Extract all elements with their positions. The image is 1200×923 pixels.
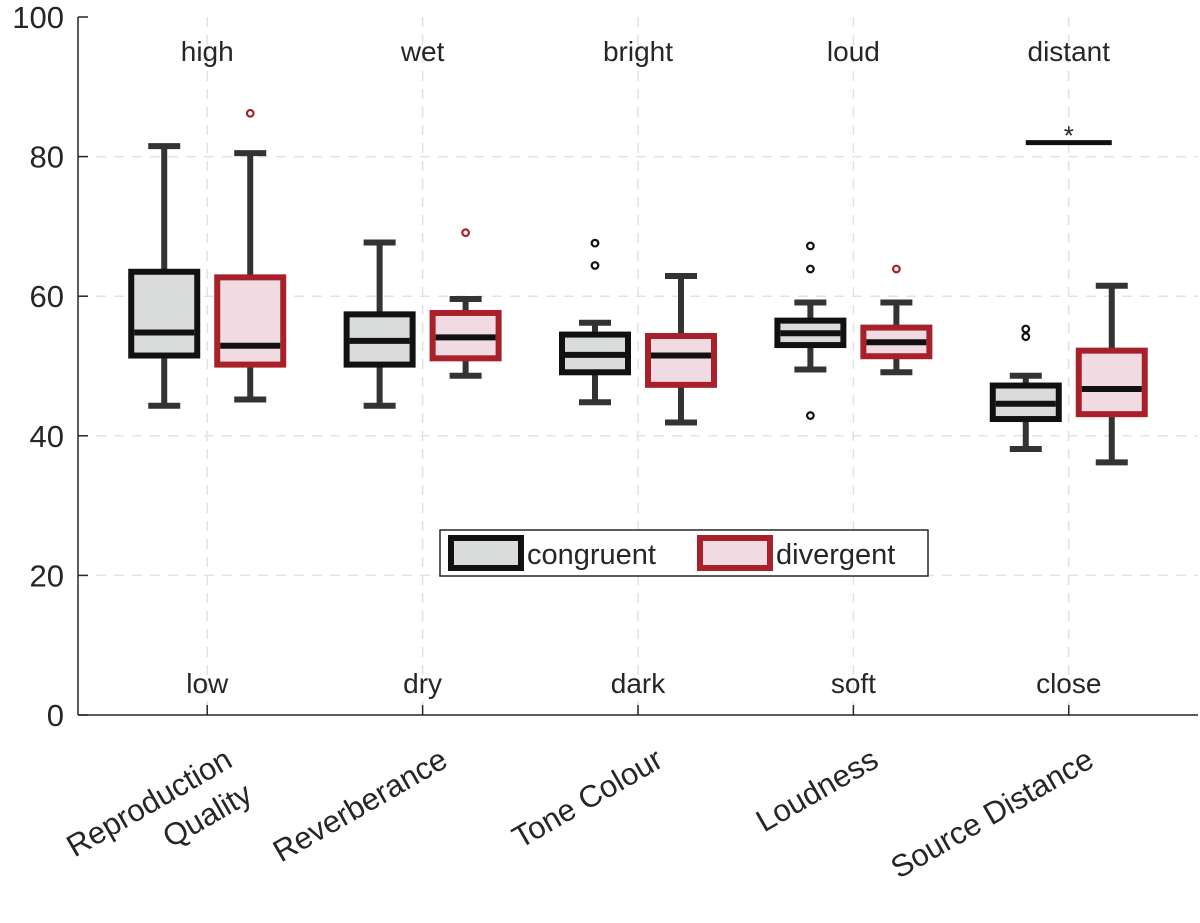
x-tick-label-line: Loudness	[750, 741, 884, 839]
x-tick-label: Loudness	[750, 741, 884, 839]
box-divergent	[645, 272, 717, 426]
outlier-point	[1021, 324, 1031, 334]
grid	[78, 17, 1198, 715]
anchor-labels: high wet bright loud distant low dry dark soft cl…	[181, 36, 1110, 699]
y-tick-label: 0	[47, 698, 64, 733]
box-congruent	[343, 239, 416, 409]
x-tick-label: Tone Colour	[506, 741, 668, 855]
outlier-point	[1021, 332, 1031, 342]
bottom-anchor-label: dark	[611, 668, 666, 699]
outlier-point	[590, 261, 600, 270]
x-tick-label-line: Tone Colour	[506, 741, 668, 855]
bottom-anchor-label: low	[186, 668, 229, 699]
legend-swatch-congruent	[448, 535, 524, 571]
outlier-point	[245, 108, 255, 118]
y-tick-label: 100	[12, 0, 64, 35]
x-tick-label-line: Reverberance	[267, 741, 453, 869]
x-tick-label-line: Source Distance	[885, 741, 1099, 885]
y-tick-label: 40	[30, 419, 64, 454]
legend-label-divergent: divergent	[776, 539, 895, 571]
box-iqr	[1075, 347, 1148, 418]
outlier-point	[805, 411, 815, 420]
box-iqr	[214, 274, 287, 368]
significance-label: *	[1064, 121, 1074, 151]
bottom-anchor-label: close	[1036, 668, 1101, 699]
box-divergent	[1075, 282, 1148, 466]
y-tick-label: 60	[30, 279, 64, 314]
top-anchor-label: wet	[400, 36, 445, 67]
box-iqr	[645, 332, 717, 388]
x-tick-label: Reverberance	[267, 741, 453, 869]
y-tick-label: 80	[30, 140, 64, 175]
legend-swatch-divergent	[697, 535, 773, 571]
outlier-point	[805, 264, 815, 274]
legend: congruent divergent	[439, 529, 929, 577]
box-congruent	[774, 241, 847, 420]
bottom-anchor-label: dry	[403, 668, 442, 699]
outlier-point	[590, 238, 600, 248]
outlier-point	[461, 228, 471, 238]
box-divergent	[429, 228, 502, 379]
box-iqr	[128, 268, 201, 359]
boxes: *	[128, 108, 1148, 466]
box-divergent	[860, 264, 933, 376]
x-tick-label: Source Distance	[885, 741, 1099, 885]
top-anchor-label: loud	[827, 36, 880, 67]
bottom-anchor-label: soft	[831, 668, 876, 699]
box-congruent	[559, 238, 631, 406]
outlier-point	[891, 264, 901, 274]
box-congruent	[989, 324, 1062, 453]
legend-label-congruent: congruent	[527, 539, 656, 571]
outlier-point	[805, 241, 815, 251]
y-tick-label: 20	[30, 558, 64, 593]
box-congruent	[128, 143, 201, 409]
top-anchor-label: bright	[603, 36, 673, 67]
top-anchor-label: distant	[1028, 36, 1111, 67]
box-divergent	[214, 108, 287, 403]
top-anchor-label: high	[181, 36, 234, 67]
